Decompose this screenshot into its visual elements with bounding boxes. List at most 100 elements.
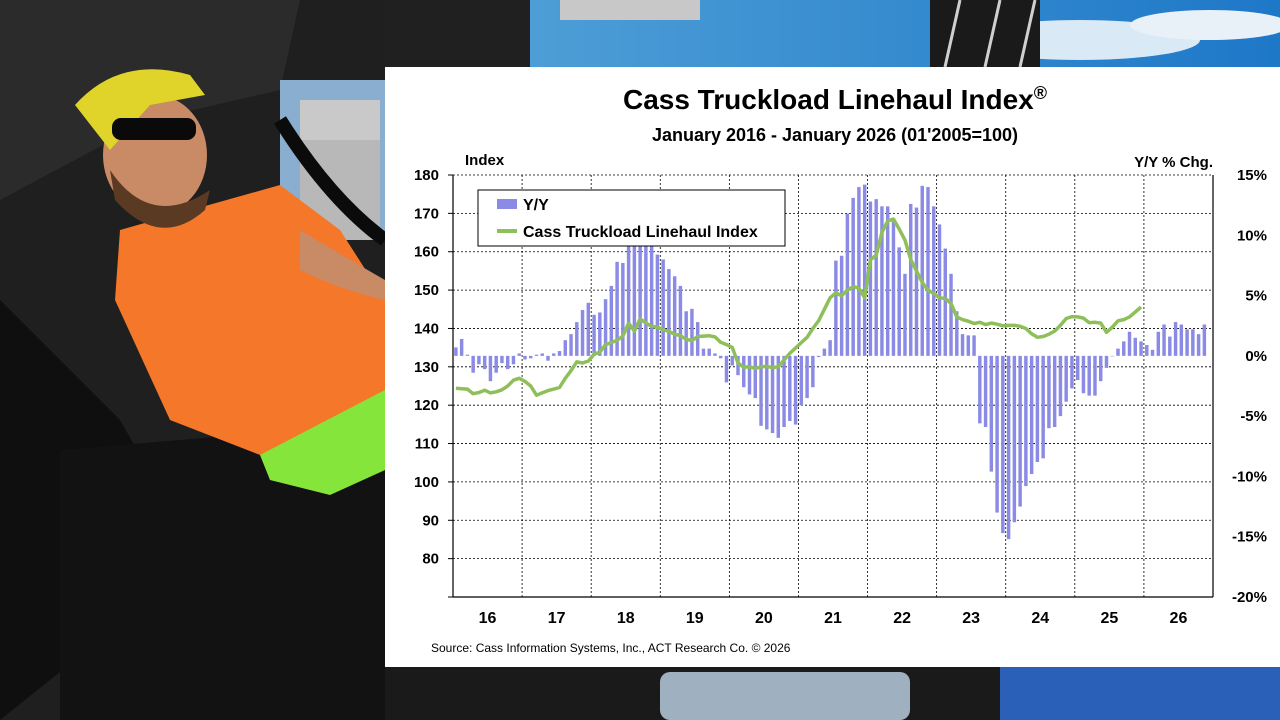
yy-bar — [966, 335, 971, 356]
yy-bar — [546, 355, 550, 361]
yy-bar — [989, 355, 994, 472]
left-tick-label: 150 — [414, 282, 439, 299]
yy-bar — [1064, 355, 1068, 402]
yy-bar — [482, 355, 487, 370]
yy-bar — [828, 340, 832, 356]
yy-bar — [1191, 329, 1195, 356]
right-tick-label: -10% — [1232, 468, 1267, 485]
yy-bar — [1156, 331, 1161, 356]
yy-bar — [672, 276, 677, 356]
left-tick-label: 80 — [422, 551, 439, 568]
yy-bar — [1012, 355, 1017, 523]
yy-bar — [638, 241, 642, 356]
yy-bar — [909, 203, 913, 356]
x-tick-label: 16 — [479, 610, 497, 627]
yy-bar — [1041, 355, 1045, 459]
yy-bar — [736, 355, 740, 376]
yy-bar — [1104, 355, 1109, 368]
yy-bar — [868, 201, 873, 356]
yy-bar — [626, 237, 631, 356]
yy-bar — [667, 269, 671, 356]
yy-bar — [862, 184, 867, 356]
yellow-cap — [75, 69, 205, 150]
yy-bar — [955, 311, 959, 356]
yy-bar — [580, 310, 585, 356]
yy-bar — [494, 355, 498, 373]
x-tick-label: 26 — [1170, 610, 1188, 627]
yy-bar — [563, 340, 567, 356]
x-tick-label: 25 — [1100, 610, 1118, 627]
yy-bar — [1196, 334, 1201, 356]
yy-bar — [695, 322, 700, 356]
yy-bar — [776, 355, 781, 438]
left-axis-title: Index — [465, 152, 505, 169]
yy-bar — [1001, 355, 1005, 534]
right-tick-label: 10% — [1237, 227, 1267, 244]
yy-bar — [816, 355, 821, 358]
chart-panel: Cass Truckload Linehaul Index® January 2… — [385, 67, 1280, 667]
left-tick-label: 100 — [414, 474, 439, 491]
yy-bar — [505, 355, 510, 370]
left-tick-label: 90 — [422, 512, 439, 529]
yy-bar — [592, 314, 596, 356]
chart-subtitle: January 2016 - January 2026 (01'2005=100… — [652, 125, 1018, 145]
yy-bar — [552, 353, 556, 356]
yy-bar — [753, 355, 757, 399]
x-tick-label: 20 — [755, 610, 773, 627]
yy-bar — [488, 355, 493, 382]
yy-bar — [707, 348, 711, 356]
yy-bar — [782, 355, 786, 427]
x-tick-labels: 16 17 18 19 20 21 22 23 24 25 26 — [479, 610, 1188, 627]
yy-bar — [1150, 349, 1155, 356]
chart-title: Cass Truckload Linehaul Index® — [623, 83, 1047, 115]
yy-bar — [724, 355, 729, 383]
yy-bar — [644, 236, 648, 356]
yy-bar — [897, 247, 901, 356]
yy-bar — [1173, 322, 1178, 356]
yy-bar — [609, 285, 614, 356]
yy-bar — [1185, 329, 1189, 356]
yy-bars — [454, 184, 1207, 540]
x-tick-label: 23 — [962, 610, 980, 627]
legend-box — [477, 189, 786, 247]
windshield-view — [385, 0, 1280, 68]
yy-bar — [1122, 341, 1126, 356]
yy-bar — [885, 206, 890, 356]
yy-bar — [949, 273, 953, 356]
yy-bar — [1075, 355, 1080, 380]
yy-bar — [834, 260, 838, 356]
left-tick-label: 160 — [414, 244, 439, 261]
left-tick-label: 130 — [414, 359, 439, 376]
yy-bar — [845, 213, 850, 356]
legend-bar-swatch — [497, 199, 517, 209]
yy-bar — [598, 312, 602, 356]
yy-bar — [471, 355, 475, 373]
left-tick-labels: 180 170 160 150 140 130 120 110 100 90 80 — [414, 167, 439, 568]
left-tick-label: 180 — [414, 167, 439, 184]
yy-bar — [839, 255, 844, 356]
yy-bar — [1168, 336, 1172, 356]
yy-bar — [972, 335, 976, 356]
cb-cord — [274, 116, 390, 246]
left-tick-label: 170 — [414, 205, 439, 222]
legend-label-index: Cass Truckload Linehaul Index — [523, 224, 758, 241]
yy-bar — [1127, 331, 1132, 356]
yy-bar — [534, 354, 539, 356]
yy-bar — [477, 355, 481, 365]
axis-frame — [448, 174, 1214, 598]
chart-title-text: Cass Truckload Linehaul Index — [623, 84, 1034, 115]
yy-bar — [903, 273, 907, 356]
driver-arm — [300, 230, 385, 300]
yy-bar — [822, 348, 827, 356]
yy-bar — [511, 355, 516, 365]
registered-mark: ® — [1034, 83, 1047, 103]
yy-bar — [465, 354, 470, 356]
yy-bar — [857, 187, 861, 356]
yy-bar — [540, 353, 544, 356]
yy-bar — [1081, 355, 1086, 394]
right-tick-label: -5% — [1240, 408, 1267, 425]
yy-bar — [1018, 355, 1022, 507]
yy-bar — [1139, 341, 1143, 356]
yy-bar — [943, 248, 947, 356]
grid-lines — [453, 174, 1213, 598]
